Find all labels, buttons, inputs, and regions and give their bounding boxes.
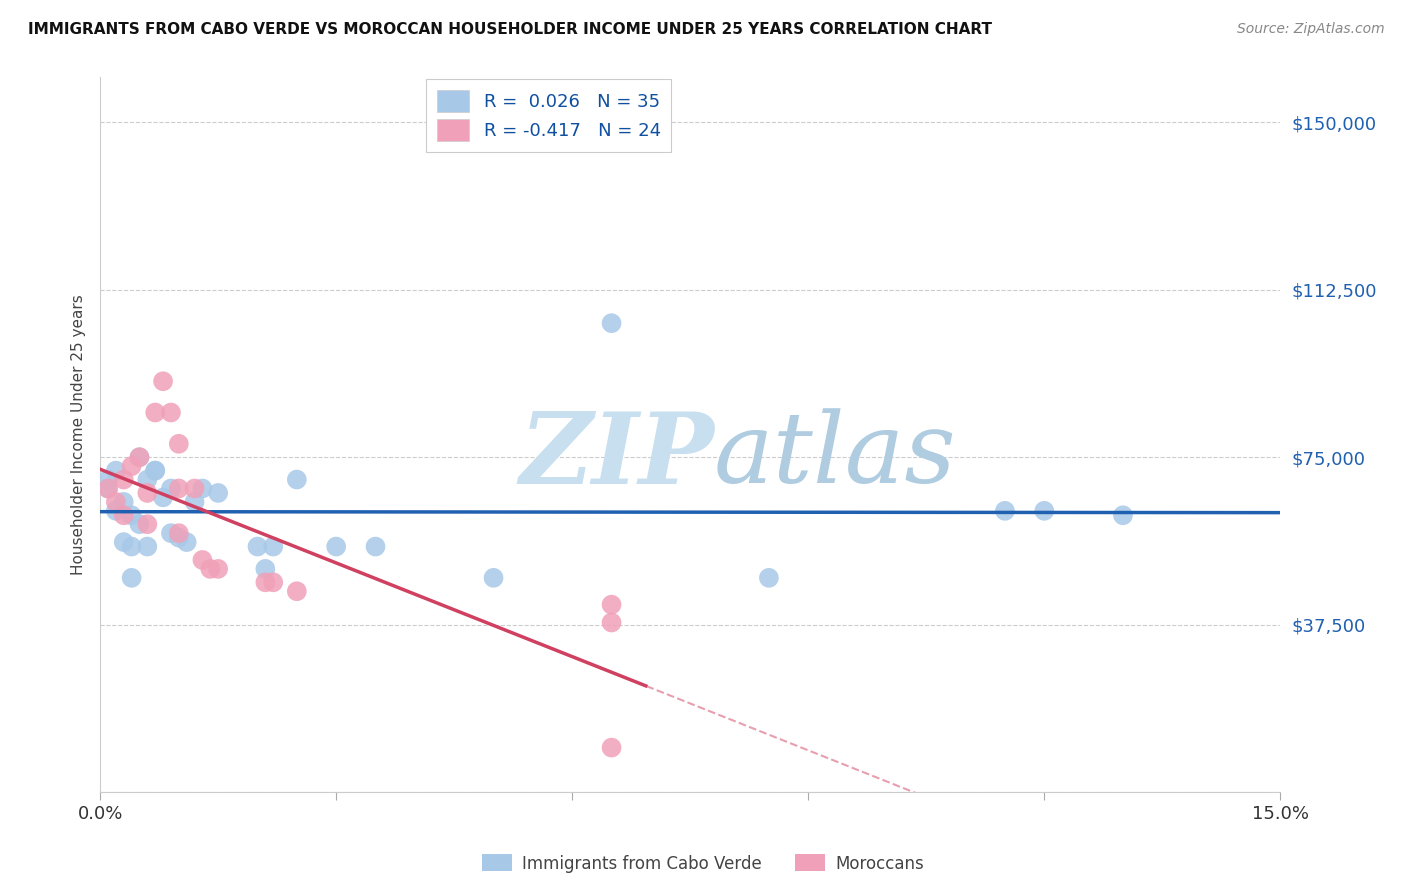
Legend: R =  0.026   N = 35, R = -0.417   N = 24: R = 0.026 N = 35, R = -0.417 N = 24: [426, 79, 672, 153]
Point: [136, 473, 159, 487]
Point: [183, 495, 205, 509]
Point: [1112, 508, 1135, 523]
Point: [104, 464, 127, 478]
Point: [191, 553, 214, 567]
Point: [121, 571, 143, 585]
Point: [128, 450, 150, 465]
Point: [121, 508, 143, 523]
Point: [152, 374, 174, 388]
Point: [482, 571, 505, 585]
Text: Source: ZipAtlas.com: Source: ZipAtlas.com: [1237, 22, 1385, 37]
Point: [600, 598, 623, 612]
Point: [167, 526, 190, 541]
Point: [160, 526, 183, 541]
Point: [136, 540, 159, 554]
Text: IMMIGRANTS FROM CABO VERDE VS MOROCCAN HOUSEHOLDER INCOME UNDER 25 YEARS CORRELA: IMMIGRANTS FROM CABO VERDE VS MOROCCAN H…: [28, 22, 993, 37]
Point: [136, 517, 159, 532]
Point: [128, 450, 150, 465]
Point: [112, 473, 135, 487]
Point: [1033, 504, 1056, 518]
Point: [143, 464, 166, 478]
Point: [600, 316, 623, 330]
Point: [97, 482, 120, 496]
Point: [207, 562, 229, 576]
Point: [600, 740, 623, 755]
Point: [191, 482, 214, 496]
Point: [121, 459, 143, 474]
Point: [160, 405, 183, 419]
Point: [254, 575, 277, 590]
Text: atlas: atlas: [714, 409, 956, 504]
Point: [600, 615, 623, 630]
Point: [254, 562, 277, 576]
Point: [104, 504, 127, 518]
Point: [285, 584, 308, 599]
Point: [364, 540, 387, 554]
Point: [246, 540, 269, 554]
Point: [152, 491, 174, 505]
Point: [262, 575, 284, 590]
Point: [128, 517, 150, 532]
Point: [183, 482, 205, 496]
Point: [143, 464, 166, 478]
Point: [97, 482, 120, 496]
Y-axis label: Householder Income Under 25 years: Householder Income Under 25 years: [72, 294, 86, 575]
Point: [97, 473, 120, 487]
Point: [112, 495, 135, 509]
Point: [136, 486, 159, 500]
Point: [160, 482, 183, 496]
Point: [112, 508, 135, 523]
Point: [167, 531, 190, 545]
Legend: Immigrants from Cabo Verde, Moroccans: Immigrants from Cabo Verde, Moroccans: [475, 847, 931, 880]
Point: [167, 482, 190, 496]
Point: [176, 535, 198, 549]
Point: [104, 495, 127, 509]
Point: [121, 540, 143, 554]
Point: [262, 540, 284, 554]
Point: [325, 540, 347, 554]
Point: [112, 535, 135, 549]
Point: [207, 486, 229, 500]
Point: [285, 473, 308, 487]
Point: [200, 562, 222, 576]
Point: [143, 405, 166, 419]
Point: [994, 504, 1017, 518]
Point: [167, 437, 190, 451]
Text: ZIP: ZIP: [519, 408, 714, 505]
Point: [758, 571, 780, 585]
